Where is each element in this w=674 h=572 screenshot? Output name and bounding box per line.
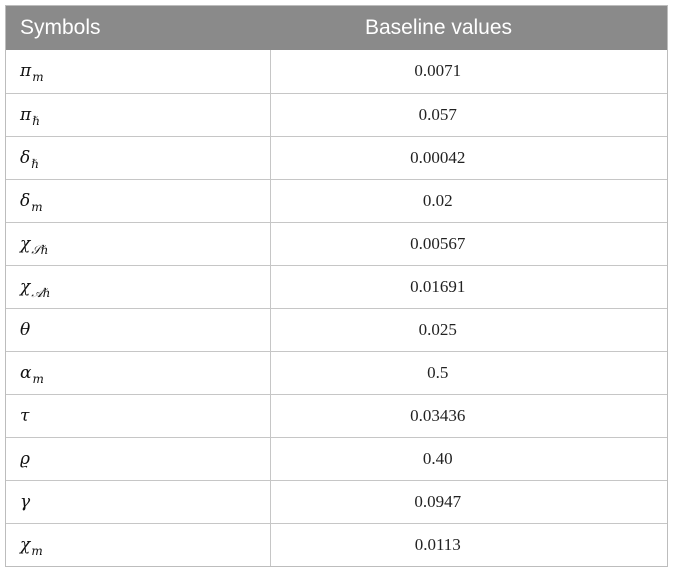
symbol-cell: δm xyxy=(6,178,271,223)
table-row: ϱ 0.40 xyxy=(6,436,667,481)
symbol-subscript: m xyxy=(32,70,44,85)
value-cell: 0.00042 xyxy=(269,135,667,180)
symbol-cell: πℏ xyxy=(6,92,271,137)
symbol-base: χ xyxy=(20,276,31,297)
value-cell: 0.0113 xyxy=(269,522,667,566)
table-row: χ𝒮ℏ 0.00567 xyxy=(6,221,667,266)
value-cell: 0.02 xyxy=(269,178,667,223)
symbol-cell: τ xyxy=(6,393,271,438)
parameter-table-container: Symbols Baseline values πm 0.0071 πℏ 0.0… xyxy=(5,5,668,567)
symbol-cell: γ xyxy=(6,479,271,524)
value-cell: 0.03436 xyxy=(269,393,667,438)
value-cell: 0.01691 xyxy=(269,264,667,309)
table-row: χ𝒜ℏ 0.01691 xyxy=(6,264,667,309)
parameter-table: Symbols Baseline values πm 0.0071 πℏ 0.0… xyxy=(6,6,667,566)
symbol-subscript: m xyxy=(31,199,43,214)
value-cell: 0.40 xyxy=(269,436,667,481)
table-row: δm 0.02 xyxy=(6,178,667,223)
symbol-base: χ xyxy=(20,534,31,555)
table-row: τ 0.03436 xyxy=(6,393,667,438)
symbol-subscript: ℏ xyxy=(32,113,40,128)
symbol-subscript: m xyxy=(32,371,44,386)
table-row: πm 0.0071 xyxy=(6,50,667,94)
value-cell: 0.025 xyxy=(269,307,667,352)
table-row: αm 0.5 xyxy=(6,350,667,395)
symbol-cell: ϱ xyxy=(6,436,271,481)
symbol-base: θ xyxy=(20,319,31,340)
table-row: δℏ 0.00042 xyxy=(6,135,667,180)
table-header-row: Symbols Baseline values xyxy=(6,6,667,50)
table-row: πℏ 0.057 xyxy=(6,92,667,137)
symbol-subscript: 𝒮ℏ xyxy=(31,242,49,257)
symbol-subscript: ℏ xyxy=(31,156,39,171)
symbol-base: τ xyxy=(20,405,30,426)
symbol-cell: χm xyxy=(6,522,271,566)
value-cell: 0.057 xyxy=(269,92,667,137)
value-cell: 0.0071 xyxy=(269,50,667,94)
symbol-base: α xyxy=(20,362,32,383)
value-cell: 0.5 xyxy=(269,350,667,395)
symbol-base: χ xyxy=(20,233,31,254)
table-row: χm 0.0113 xyxy=(6,522,667,566)
header-baseline-values: Baseline values xyxy=(364,16,513,39)
value-cell: 0.00567 xyxy=(269,221,667,266)
table-row: θ 0.025 xyxy=(6,307,667,352)
symbol-base: γ xyxy=(20,491,31,512)
symbol-base: π xyxy=(20,104,32,125)
symbol-base: π xyxy=(20,61,32,82)
symbol-cell: δℏ xyxy=(6,135,271,180)
symbol-subscript: 𝒜ℏ xyxy=(31,285,51,300)
symbol-cell: χ𝒜ℏ xyxy=(6,264,271,309)
symbol-subscript: m xyxy=(31,543,43,558)
symbol-cell: αm xyxy=(6,350,271,395)
symbol-cell: πm xyxy=(6,50,271,94)
table-row: γ 0.0947 xyxy=(6,479,667,524)
symbol-base: δ xyxy=(20,190,31,211)
header-symbols: Symbols xyxy=(20,16,101,39)
symbol-cell: χ𝒮ℏ xyxy=(6,221,271,266)
value-cell: 0.0947 xyxy=(269,479,667,524)
symbol-cell: θ xyxy=(6,307,271,352)
symbol-base: δ xyxy=(20,147,31,168)
symbol-base: ϱ xyxy=(20,448,30,469)
